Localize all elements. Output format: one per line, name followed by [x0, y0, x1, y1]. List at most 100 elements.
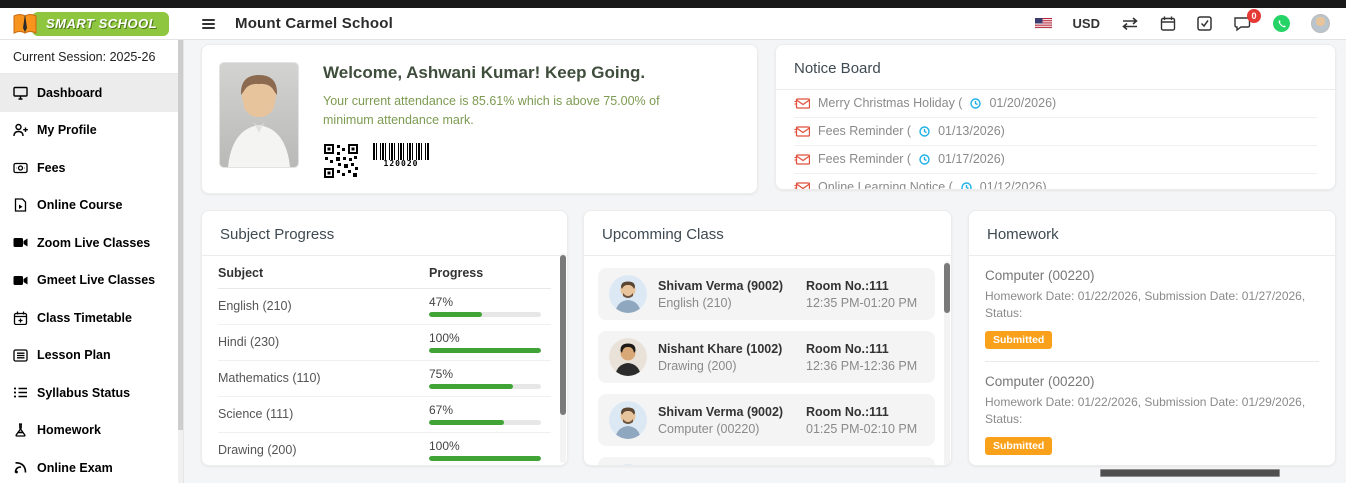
clock-icon: [961, 181, 972, 189]
sidebar-item-fees[interactable]: Fees: [0, 149, 183, 187]
sidebar-item-online-course[interactable]: Online Course: [0, 187, 183, 225]
video-camera-icon: [13, 238, 28, 248]
sidebar-item-homework[interactable]: Homework: [0, 412, 183, 450]
subject-progress-scrollbar[interactable]: [560, 253, 566, 463]
sidebar-item-class-timetable[interactable]: Class Timetable: [0, 299, 183, 337]
sidebar-item-zoom-live-classes[interactable]: Zoom Live Classes: [0, 224, 183, 262]
teacher-avatar: [609, 401, 647, 439]
room-number: Room No.:111: [806, 404, 889, 419]
progress-percent: 75%: [429, 367, 454, 381]
progress-percent: 47%: [429, 295, 454, 309]
homework-item[interactable]: Computer (00220) Homework Date: 01/22/20…: [985, 268, 1319, 349]
upcoming-class-scrollbar[interactable]: [944, 261, 950, 465]
sidebar-item-dashboard[interactable]: Dashboard: [0, 74, 183, 112]
calendar-plus-icon: [13, 311, 28, 325]
upcoming-class-item[interactable]: Shivam Verma (9002) Hindi (230) Room No.…: [598, 457, 935, 465]
sidebar-item-syllabus-status[interactable]: Syllabus Status: [0, 374, 183, 412]
notice-date: 01/20/2026): [989, 96, 1057, 110]
welcome-title: Welcome, Ashwani Kumar! Keep Going.: [323, 63, 646, 82]
upcoming-class-item[interactable]: Shivam Verma (9002) Computer (00220) Roo…: [598, 394, 935, 446]
calendar-icon[interactable]: [1160, 16, 1176, 31]
dashboard-icon: [13, 86, 28, 100]
notice-text: Online Learning Notice (: [818, 180, 953, 190]
notice-item[interactable]: Merry Christmas Holiday ( 01/20/2026): [794, 90, 1317, 118]
sidebar-item-gmeet-live-classes[interactable]: Gmeet Live Classes: [0, 262, 183, 300]
horizontal-scrollbar[interactable]: [1100, 469, 1280, 477]
sidebar-item-online-exam[interactable]: Online Exam: [0, 449, 183, 483]
sidebar-item-label: Lesson Plan: [37, 348, 111, 363]
homework-title: Homework: [969, 211, 1335, 256]
envelope-icon: [794, 97, 810, 109]
currency-selector[interactable]: USD: [1072, 16, 1100, 31]
subject-row: English (210) 47%: [218, 289, 551, 325]
list-alt-icon: [13, 349, 28, 362]
upcoming-class-item[interactable]: Nishant Khare (1002) Drawing (200) Room …: [598, 331, 935, 383]
notice-item[interactable]: Fees Reminder ( 01/13/2026): [794, 118, 1317, 146]
user-plus-icon: [13, 124, 28, 137]
list-ordered-icon: [14, 387, 27, 398]
status-badge: Submitted: [985, 330, 1053, 349]
progress-bar: [429, 456, 541, 461]
book-logo-icon: [13, 13, 37, 34]
progress-percent: 100%: [429, 439, 460, 453]
language-flag-icon[interactable]: [1034, 18, 1052, 29]
notice-text: Fees Reminder (: [818, 152, 912, 166]
tasks-icon[interactable]: [1197, 16, 1212, 31]
app-header: SMART SCHOOL Mount Carmel School USD: [0, 8, 1346, 40]
subject-progress-title: Subject Progress: [202, 211, 567, 256]
class-time: 12:35 PM-01:20 PM: [806, 295, 918, 310]
envelope-icon: [794, 125, 810, 137]
notice-text: Merry Christmas Holiday (: [818, 96, 963, 110]
subject-row: Mathematics (110) 75%: [218, 361, 551, 397]
whatsapp-icon[interactable]: [1273, 15, 1290, 32]
notice-text: Fees Reminder (: [818, 124, 912, 138]
hamburger-menu-icon[interactable]: [198, 15, 219, 33]
subject-progress-card: Subject Progress Subject Progress Englis…: [201, 210, 568, 466]
notice-item[interactable]: Online Learning Notice ( 01/12/2026): [794, 174, 1317, 190]
envelope-icon: [794, 181, 810, 189]
class-time: 12:36 PM-12:36 PM: [806, 358, 918, 373]
class-subject: English (210): [658, 295, 732, 310]
sidebar-item-label: Zoom Live Classes: [37, 235, 151, 250]
barcode: 120020: [373, 142, 429, 168]
admission-number: 120020: [383, 158, 419, 168]
teacher-name: Shivam Verma (9002): [658, 278, 784, 293]
sidebar-item-lesson-plan[interactable]: Lesson Plan: [0, 337, 183, 375]
video-camera-icon: [13, 275, 28, 285]
messages-icon[interactable]: 0: [1233, 8, 1261, 32]
user-avatar[interactable]: [1311, 14, 1330, 33]
notice-date: 01/13/2026): [938, 124, 1005, 138]
progress-percent: 67%: [429, 403, 454, 417]
current-session-label: Current Session: 2025-26: [0, 40, 183, 74]
sidebar-item-label: Online Exam: [37, 460, 113, 475]
top-strip: [0, 0, 1346, 8]
homework-card: Homework Computer (00220) Homework Date:…: [968, 210, 1336, 466]
sidebar-item-label: Homework: [37, 423, 101, 438]
sidebar-item-label: Class Timetable: [37, 310, 132, 325]
notice-board-title: Notice Board: [776, 45, 1335, 90]
notice-date: 01/12/2026): [979, 180, 1047, 190]
notice-item[interactable]: Fees Reminder ( 01/17/2026): [794, 146, 1317, 174]
subject-name: Drawing (200): [218, 443, 297, 457]
class-time: 01:25 PM-02:10 PM: [806, 421, 918, 436]
envelope-icon: [794, 153, 810, 165]
currency-exchange-icon[interactable]: [1121, 17, 1139, 30]
subject-row: Science (111) 67%: [218, 397, 551, 433]
sidebar: Current Session: 2025-26 Dashboard My Pr…: [0, 40, 184, 483]
message-count-badge: 0: [1247, 8, 1261, 23]
teacher-name: Shivam Verma (9002): [658, 404, 784, 419]
homework-item[interactable]: Computer (00220) Homework Date: 01/22/20…: [985, 374, 1319, 455]
sidebar-item-my-profile[interactable]: My Profile: [0, 112, 183, 150]
header-actions: USD 0: [1034, 8, 1330, 33]
rss-icon: [14, 462, 27, 474]
upcoming-class-title: Upcomming Class: [584, 211, 951, 256]
divider: [985, 360, 1319, 362]
sidebar-item-label: Dashboard: [37, 85, 103, 100]
sidebar-scrollbar[interactable]: [178, 40, 183, 483]
sidebar-item-label: Gmeet Live Classes: [37, 273, 156, 288]
app-logo[interactable]: SMART SCHOOL: [12, 11, 184, 36]
subject-row: Hindi (230) 100%: [218, 325, 551, 361]
progress-bar: [429, 348, 541, 353]
progress-bar: [429, 312, 541, 317]
upcoming-class-item[interactable]: Shivam Verma (9002) English (210) Room N…: [598, 268, 935, 320]
